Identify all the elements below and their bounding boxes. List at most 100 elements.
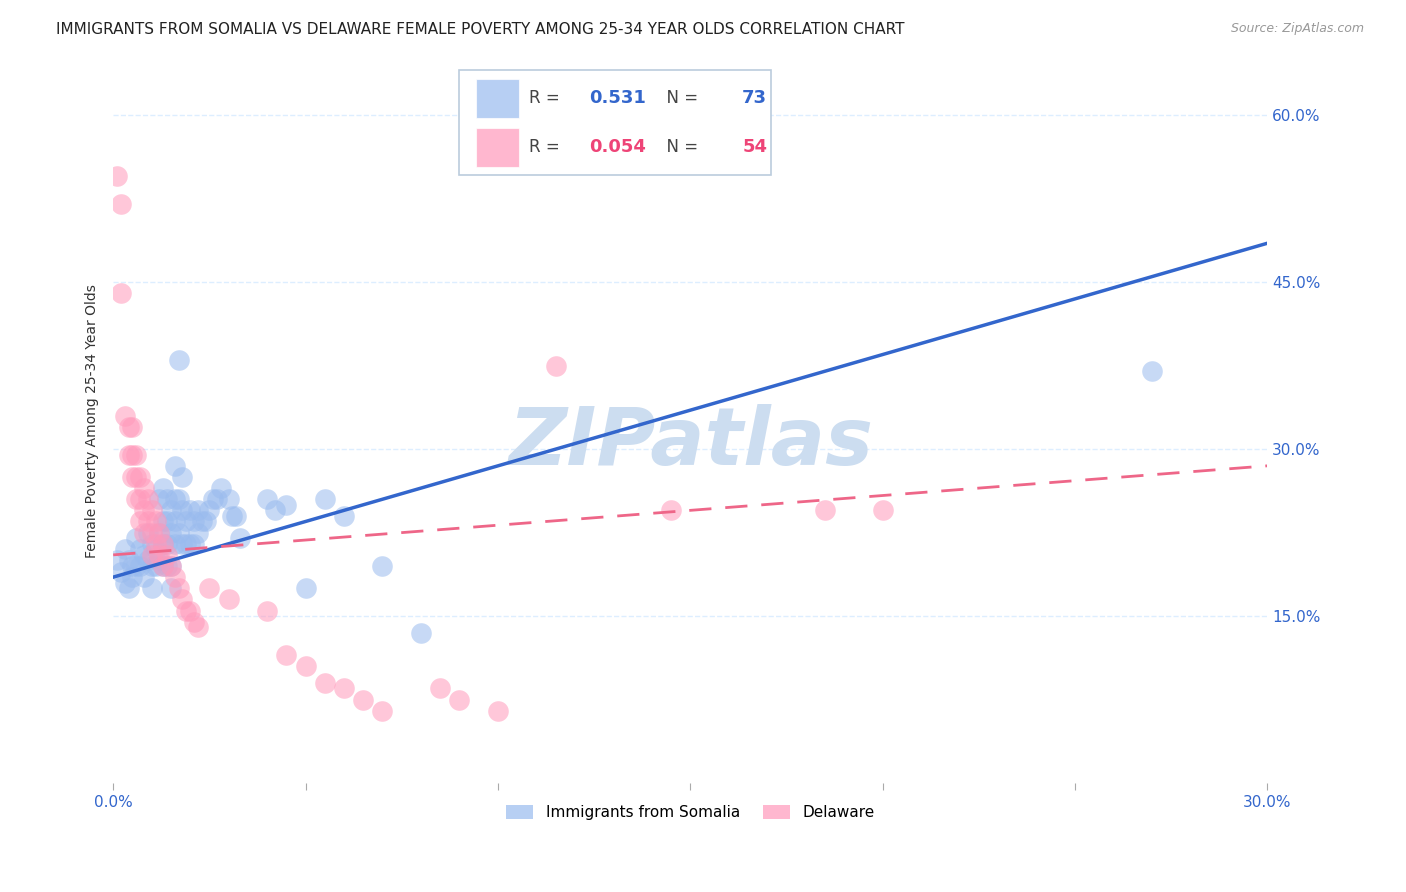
Text: 73: 73 <box>742 89 768 107</box>
Point <box>110 197 132 211</box>
Point <box>218 492 240 507</box>
Point <box>148 548 170 562</box>
Point <box>129 492 152 507</box>
Point <box>141 548 163 562</box>
Text: IMMIGRANTS FROM SOMALIA VS DELAWARE FEMALE POVERTY AMONG 25-34 YEAR OLDS CORRELA: IMMIGRANTS FROM SOMALIA VS DELAWARE FEMA… <box>56 22 904 37</box>
Point <box>129 542 152 557</box>
Point <box>294 581 316 595</box>
Point <box>172 537 194 551</box>
Point <box>333 508 356 523</box>
Point <box>202 492 225 507</box>
Point <box>136 492 159 507</box>
Point <box>229 531 252 545</box>
Point <box>110 565 132 579</box>
Point <box>187 620 209 634</box>
Point <box>121 570 143 584</box>
Point <box>160 525 183 540</box>
Point <box>105 169 128 184</box>
Point <box>172 503 194 517</box>
Point <box>125 531 148 545</box>
Point <box>183 537 205 551</box>
Point <box>256 492 278 507</box>
Point <box>167 581 190 595</box>
Point <box>114 542 136 557</box>
Point <box>209 481 232 495</box>
Y-axis label: Female Poverty Among 25-34 Year Olds: Female Poverty Among 25-34 Year Olds <box>86 285 100 558</box>
Point <box>429 681 451 696</box>
Point <box>156 515 179 529</box>
Point <box>121 448 143 462</box>
Point <box>156 559 179 574</box>
FancyBboxPatch shape <box>460 70 770 176</box>
Legend: Immigrants from Somalia, Delaware: Immigrants from Somalia, Delaware <box>499 798 880 826</box>
Point <box>172 592 194 607</box>
Point <box>183 615 205 629</box>
Point <box>179 503 201 517</box>
Point <box>163 458 186 473</box>
Point <box>129 515 152 529</box>
Point <box>163 537 186 551</box>
Point <box>294 659 316 673</box>
Point <box>179 603 201 617</box>
FancyBboxPatch shape <box>475 79 519 118</box>
Point <box>205 492 228 507</box>
Point <box>371 559 394 574</box>
Point <box>225 508 247 523</box>
Point <box>117 448 139 462</box>
Point <box>121 559 143 574</box>
Point <box>117 420 139 434</box>
Point <box>141 525 163 540</box>
Point <box>198 503 221 517</box>
Point <box>167 492 190 507</box>
Point <box>152 537 174 551</box>
Point <box>117 553 139 567</box>
Point <box>187 525 209 540</box>
Point <box>190 515 212 529</box>
Point <box>114 575 136 590</box>
Point <box>148 492 170 507</box>
Point <box>136 525 159 540</box>
Point <box>145 515 167 529</box>
Point <box>136 553 159 567</box>
Text: 54: 54 <box>742 138 768 156</box>
Point <box>218 592 240 607</box>
Point <box>352 692 374 706</box>
Text: ZIPatlas: ZIPatlas <box>508 404 873 482</box>
Point <box>172 470 194 484</box>
Text: N =: N = <box>655 89 703 107</box>
Point <box>129 559 152 574</box>
Text: R =: R = <box>529 89 565 107</box>
FancyBboxPatch shape <box>475 128 519 167</box>
Point <box>136 515 159 529</box>
Point <box>156 537 179 551</box>
Point <box>160 581 183 595</box>
Point <box>152 537 174 551</box>
Point <box>121 470 143 484</box>
Point <box>141 559 163 574</box>
Point <box>145 542 167 557</box>
Text: 0.531: 0.531 <box>589 89 645 107</box>
Point <box>132 481 155 495</box>
Point <box>371 704 394 718</box>
Text: 0.054: 0.054 <box>589 138 645 156</box>
Point <box>221 508 243 523</box>
Point <box>163 515 186 529</box>
Point <box>314 492 336 507</box>
Point <box>152 559 174 574</box>
Point <box>160 503 183 517</box>
Point <box>141 503 163 517</box>
Point <box>167 353 190 368</box>
Point <box>1140 364 1163 378</box>
Point <box>105 553 128 567</box>
Point <box>125 492 148 507</box>
Point <box>148 525 170 540</box>
Point <box>152 559 174 574</box>
Point <box>132 570 155 584</box>
Point <box>141 581 163 595</box>
Point <box>256 603 278 617</box>
Point <box>156 548 179 562</box>
Text: Source: ZipAtlas.com: Source: ZipAtlas.com <box>1230 22 1364 36</box>
Text: R =: R = <box>529 138 565 156</box>
Point <box>174 515 197 529</box>
Point <box>187 503 209 517</box>
